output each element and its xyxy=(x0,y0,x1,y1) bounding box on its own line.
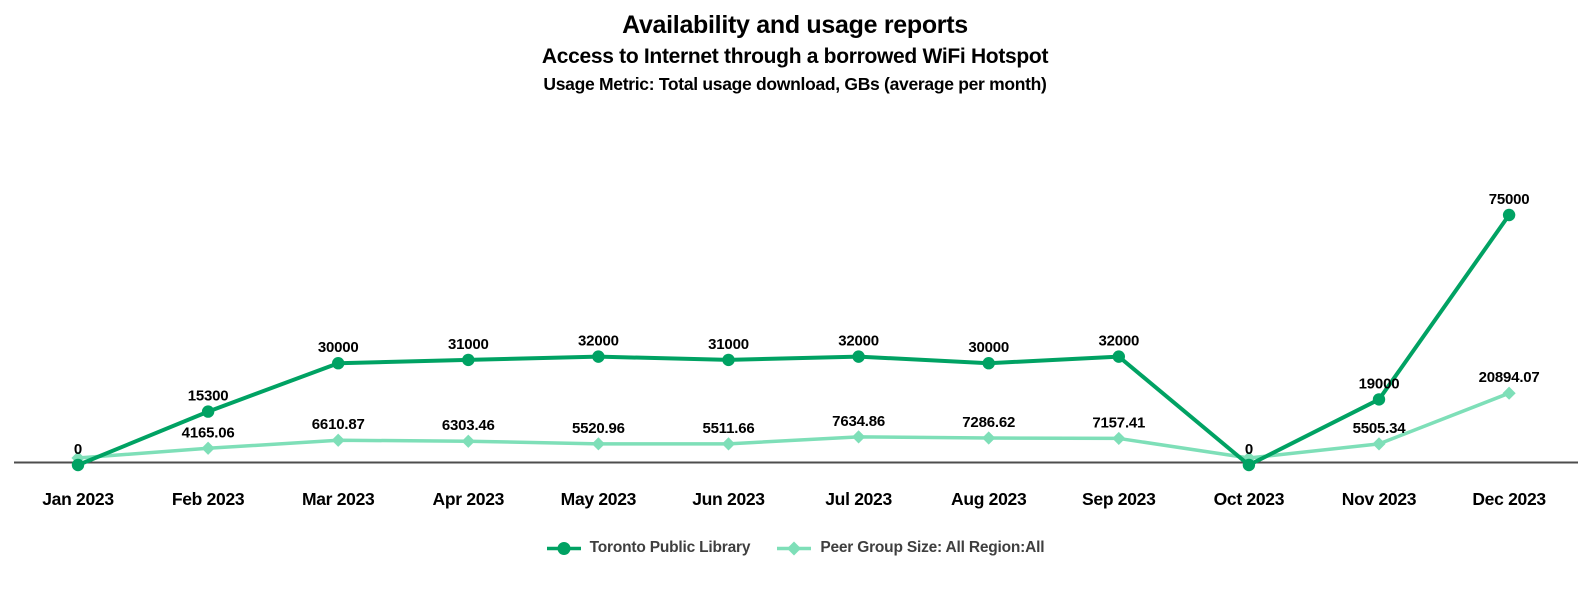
data-point-label: 32000 xyxy=(1098,333,1139,350)
data-point-label: 6303.46 xyxy=(442,417,495,434)
legend-item-toronto-public-library[interactable]: Toronto Public Library xyxy=(546,539,751,557)
data-point-diamond[interactable] xyxy=(982,431,996,445)
legend-item-peer-group[interactable]: Peer Group Size: All Region:All xyxy=(776,539,1045,557)
data-point-circle[interactable] xyxy=(722,353,735,367)
data-point-label: 5505.34 xyxy=(1353,420,1407,437)
data-point-label: 6610.87 xyxy=(312,416,365,433)
data-point-label: 4165.06 xyxy=(182,424,235,441)
series-line-peer-group xyxy=(76,391,1511,460)
data-point-label: 32000 xyxy=(838,333,879,350)
legend-label-peer-group: Peer Group Size: All Region:All xyxy=(820,539,1045,556)
data-point-circle[interactable] xyxy=(71,458,85,472)
x-tick-label: Jun 2023 xyxy=(692,489,765,509)
data-point-circle[interactable] xyxy=(1242,458,1256,472)
x-tick-label: May 2023 xyxy=(561,489,637,509)
data-point-label: 30000 xyxy=(318,339,359,356)
data-point-circle[interactable] xyxy=(592,350,605,363)
x-tick-label: Sep 2023 xyxy=(1082,489,1156,509)
data-point-label: 30000 xyxy=(968,339,1009,356)
chart-header: Availability and usage reports Access to… xyxy=(0,10,1590,95)
data-point-circle[interactable] xyxy=(462,353,475,367)
data-point-label: 5520.96 xyxy=(572,420,625,437)
data-point-diamond[interactable] xyxy=(201,441,215,455)
x-tick-label: Jul 2023 xyxy=(825,489,892,509)
data-point-label: 75000 xyxy=(1489,191,1530,208)
data-point-circle[interactable] xyxy=(1372,393,1386,406)
data-point-circle[interactable] xyxy=(332,357,345,370)
data-point-diamond[interactable] xyxy=(1372,437,1386,451)
data-point-diamond[interactable] xyxy=(1112,431,1126,446)
chart-title: Availability and usage reports xyxy=(622,11,968,39)
x-tick-label: Jan 2023 xyxy=(42,489,114,509)
data-point-label: 0 xyxy=(1245,441,1253,458)
data-point-circle[interactable] xyxy=(982,357,995,370)
data-point-label: 31000 xyxy=(448,336,489,353)
data-point-label: 32000 xyxy=(578,333,619,350)
data-point-circle[interactable] xyxy=(852,350,865,363)
data-point-label: 5511.66 xyxy=(703,420,755,437)
data-point-diamond[interactable] xyxy=(331,433,345,447)
data-point-label: 7286.62 xyxy=(962,414,1015,431)
data-point-diamond[interactable] xyxy=(852,430,866,444)
legend-label-toronto-public-library: Toronto Public Library xyxy=(589,539,751,556)
x-tick-label: Aug 2023 xyxy=(951,489,1027,509)
data-point-circle[interactable] xyxy=(1502,208,1516,222)
data-point-label: 7634.86 xyxy=(832,413,885,430)
data-point-label: 0 xyxy=(74,441,82,458)
data-point-circle[interactable] xyxy=(201,405,215,418)
data-point-label: 7157.41 xyxy=(1092,414,1145,431)
data-point-label: 31000 xyxy=(708,336,749,353)
data-point-label: 20894.07 xyxy=(1479,369,1540,386)
legend: Toronto Public Library Peer Group Size: … xyxy=(0,539,1590,557)
data-point-diamond[interactable] xyxy=(1502,386,1516,400)
x-tick-label: Feb 2023 xyxy=(172,489,245,509)
data-point-circle[interactable] xyxy=(1112,350,1126,363)
chart-subtitle: Access to Internet through a borrowed Wi… xyxy=(541,45,1049,68)
x-tick-label: Apr 2023 xyxy=(433,489,505,509)
data-point-label: 15300 xyxy=(188,388,229,405)
data-point-diamond[interactable] xyxy=(591,437,605,451)
data-point-label: 19000 xyxy=(1359,375,1400,392)
diamond-marker-icon xyxy=(777,541,812,555)
data-point-diamond[interactable] xyxy=(461,434,475,448)
x-tick-label: Mar 2023 xyxy=(302,489,375,509)
circle-marker-icon xyxy=(546,541,581,555)
series-line-toronto-public-library xyxy=(76,213,1512,467)
x-tick-label: Nov 2023 xyxy=(1342,489,1417,509)
x-tick-label: Dec 2023 xyxy=(1472,489,1546,509)
x-tick-label: Oct 2023 xyxy=(1214,489,1285,509)
chart-usage-metric: Usage Metric: Total usage download, GBs … xyxy=(543,74,1047,94)
data-point-diamond[interactable] xyxy=(721,437,736,451)
